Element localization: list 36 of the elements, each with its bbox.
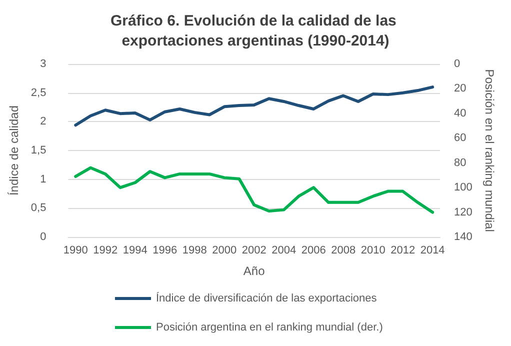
x-tick-label: 2004: [272, 244, 296, 256]
x-tick-label: 1990: [63, 244, 88, 256]
y2-tick-label: 80: [454, 156, 466, 169]
x-tick-label: 1992: [93, 244, 118, 256]
x-tick-label: 1994: [122, 244, 148, 256]
y2-tick-label: 60: [454, 132, 466, 144]
y-tick-label: 1,5: [30, 144, 46, 156]
y2-tick-label: 120: [454, 206, 472, 218]
line-series: [74, 86, 434, 127]
y2-tick-label: 140: [454, 231, 472, 243]
y2-tick-label: 40: [454, 107, 466, 120]
y-tick-label: 0,5: [30, 202, 46, 214]
y-tick-label: 1: [40, 173, 46, 186]
legend-label: Índice de diversificación de las exportaciones: [156, 292, 378, 304]
x-tick-label: 2010: [360, 244, 386, 256]
line-series: [74, 166, 434, 214]
x-tick-label: 1998: [182, 244, 207, 256]
y2-tick-label: 20: [454, 82, 466, 95]
chart-title: Gráfico 6. Evolución de la calidad de las exportaciones argentinas (1990-2014): [110, 12, 401, 50]
x-tick-label: 2000: [212, 244, 237, 256]
x-tick-label: 2008: [331, 244, 356, 256]
y-tick-label: 0: [40, 231, 46, 243]
y-tick-label: 2,5: [30, 86, 46, 99]
legend-label: Posición argentina en el ranking mundial (der.): [156, 322, 383, 334]
y2-tick-label: 100: [454, 182, 472, 194]
x-tick-label: 2002: [242, 244, 266, 256]
y-tick-label: 3: [40, 58, 46, 70]
x-tick-label: 2014: [420, 244, 445, 256]
y2-tick-label: 0: [454, 58, 460, 70]
y-tick-label: 2: [40, 116, 46, 128]
y-axis-title: Índice de calidad: [7, 105, 21, 196]
x-axis-title: Año: [243, 264, 266, 278]
y2-axis-title: Posición en el ranking mundial: [482, 69, 496, 232]
x-tick-label: 2006: [301, 244, 326, 256]
x-tick-label: 2012: [390, 244, 416, 256]
x-tick-label: 1996: [152, 244, 178, 256]
